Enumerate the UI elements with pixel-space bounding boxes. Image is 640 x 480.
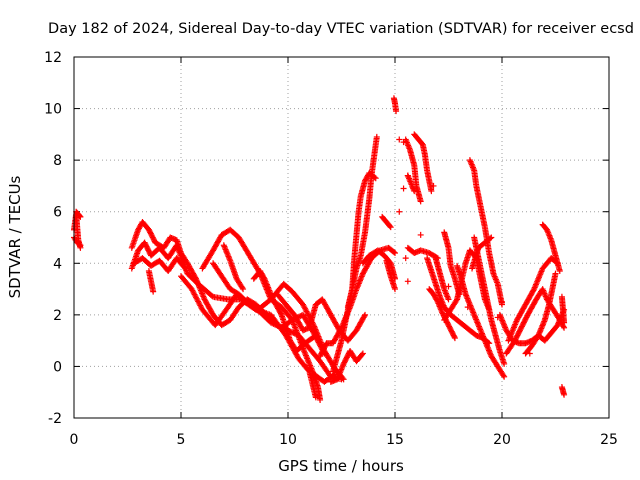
data-point [417, 198, 424, 205]
data-point [561, 391, 568, 398]
data-point [76, 213, 83, 220]
data-point [464, 304, 471, 311]
data-point [445, 296, 452, 303]
y-tick-label: 4 [53, 256, 62, 272]
y-tick-labels: -2 0 2 4 6 8 10 12 [44, 50, 62, 427]
plot-frame [73, 56, 610, 419]
y-tick-label: 6 [53, 205, 62, 221]
data-point [396, 136, 403, 143]
data-point [392, 286, 398, 293]
data-point [552, 270, 559, 277]
data-point [400, 185, 407, 192]
data-point [560, 323, 567, 330]
data-point [451, 333, 458, 340]
data-point [260, 274, 267, 281]
data-point [317, 396, 324, 403]
data-point [417, 231, 424, 238]
y-tick-label: 0 [53, 359, 62, 375]
y-tick-label: 12 [44, 50, 62, 66]
data-point [428, 188, 435, 195]
data-point [488, 234, 495, 241]
data-point [340, 376, 347, 383]
data-point [77, 242, 84, 249]
data-point [192, 274, 199, 281]
data-point [181, 264, 188, 271]
data-point [445, 283, 452, 290]
data-point [400, 139, 407, 146]
data-point [273, 322, 280, 329]
x-axis-label: GPS time / hours [278, 457, 404, 475]
data-point [453, 297, 460, 304]
data-point [456, 291, 463, 298]
data-point [386, 223, 393, 230]
x-tick-label: 25 [600, 432, 618, 448]
data-point [361, 313, 368, 320]
data-point [269, 320, 276, 327]
y-tick-label: 8 [53, 153, 62, 169]
data-point [277, 310, 284, 317]
y-tick-label: -2 [48, 411, 62, 427]
x-tick-label: 0 [70, 432, 79, 448]
data-point [208, 292, 215, 299]
data-point [387, 224, 394, 231]
data-point [358, 351, 365, 358]
data-point [404, 278, 411, 285]
data-point [239, 284, 246, 291]
data-point [267, 319, 274, 326]
data-point [76, 241, 83, 248]
data-point [270, 320, 277, 327]
data-point [561, 319, 568, 326]
data-point [530, 287, 537, 294]
y-tick-label: 10 [44, 102, 62, 118]
data-point [393, 108, 400, 115]
data-point [494, 314, 501, 321]
data-point [312, 332, 319, 339]
data-point [534, 333, 541, 340]
y-tick-label: 2 [53, 308, 62, 324]
data-series [71, 95, 568, 403]
chart-title: Day 182 of 2024, Sidereal Day-to-day VTE… [48, 21, 634, 37]
data-point [150, 288, 157, 295]
data-point [561, 324, 568, 331]
data-point [392, 249, 398, 256]
data-point [371, 174, 378, 181]
x-tick-label: 10 [279, 432, 297, 448]
x-tick-label: 5 [177, 432, 186, 448]
data-point [240, 286, 247, 293]
data-point [182, 265, 189, 272]
data-point [271, 321, 278, 328]
data-point [311, 333, 318, 340]
x-tick-label: 15 [386, 432, 404, 448]
data-point [556, 268, 563, 275]
data-point [487, 235, 494, 242]
data-point [451, 335, 458, 342]
data-point [501, 373, 508, 380]
data-point [402, 255, 409, 262]
data-point [372, 175, 379, 182]
data-point [501, 360, 508, 367]
data-point [434, 297, 441, 304]
data-point [404, 172, 411, 179]
data-point [373, 133, 380, 140]
data-point [396, 208, 403, 215]
data-point [362, 311, 369, 318]
data-point [274, 322, 281, 329]
data-point [359, 350, 366, 357]
x-tick-label: 20 [493, 432, 511, 448]
y-axis-label: SDTVAR / TECUs [6, 175, 24, 298]
data-point [499, 298, 505, 305]
data-point [526, 350, 533, 357]
x-tick-labels: 0 5 10 15 20 25 [70, 432, 618, 448]
data-point [411, 188, 418, 195]
data-point [390, 249, 397, 256]
data-point [500, 372, 507, 379]
data-point [77, 213, 84, 220]
data-point [430, 182, 437, 189]
